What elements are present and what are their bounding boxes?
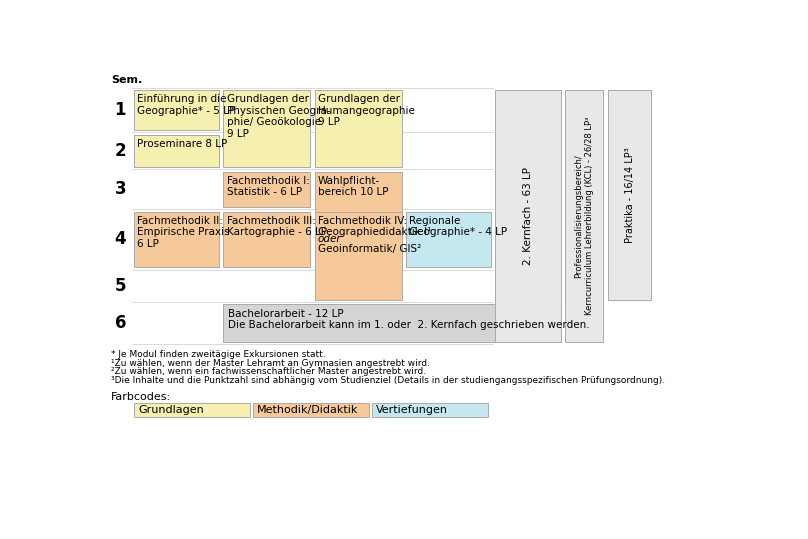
Bar — [495, 90, 561, 342]
Bar — [608, 90, 651, 300]
Bar — [134, 135, 219, 167]
Text: oder: oder — [318, 234, 342, 244]
Text: Regionale
Geographie* - 4 LP: Regionale Geographie* - 4 LP — [410, 216, 507, 237]
Text: Proseminare 8 LP: Proseminare 8 LP — [137, 139, 228, 149]
Text: Fachmethodik II:
Empirische Praxis
6 LP: Fachmethodik II: Empirische Praxis 6 LP — [137, 216, 230, 249]
Text: 5: 5 — [115, 277, 126, 295]
Text: Fachmethodik III:
Kartographie - 6 LP: Fachmethodik III: Kartographie - 6 LP — [226, 216, 326, 237]
Bar — [372, 403, 488, 417]
Text: Methodik/Didaktik: Methodik/Didaktik — [257, 405, 359, 414]
Text: Praktika - 16/14 LP³: Praktika - 16/14 LP³ — [625, 147, 634, 243]
Bar — [224, 90, 310, 167]
Text: Bachelorarbeit - 12 LP: Bachelorarbeit - 12 LP — [228, 309, 343, 319]
Text: Grundlagen: Grundlagen — [138, 405, 204, 414]
Text: Farbcodes:: Farbcodes: — [111, 392, 171, 402]
Text: Sem.: Sem. — [111, 75, 142, 85]
Text: 1: 1 — [115, 101, 126, 119]
Text: Grundlagen der
Physischen Geogra-
phie/ Geoökologie
9 LP: Grundlagen der Physischen Geogra- phie/ … — [226, 94, 330, 139]
Text: 3: 3 — [115, 181, 126, 198]
Bar — [224, 304, 561, 342]
Text: Wahlpflicht-
bereich 10 LP: Wahlpflicht- bereich 10 LP — [318, 176, 389, 197]
Bar — [224, 212, 310, 267]
Bar — [253, 403, 369, 417]
Text: Professionalisierungsbereich/
Kerncurriculum Lehrerbildung (KCL) - 26/28 LP³: Professionalisierungsbereich/ Kerncurric… — [574, 117, 594, 315]
Bar — [134, 212, 219, 267]
Text: 4: 4 — [115, 231, 126, 248]
Text: ¹Zu wählen, wenn der Master Lehramt an Gymnasien angestrebt wird.: ¹Zu wählen, wenn der Master Lehramt an G… — [111, 359, 430, 368]
Text: 2. Kernfach - 63 LP: 2. Kernfach - 63 LP — [523, 167, 533, 265]
Bar — [134, 90, 219, 130]
Text: Vertiefungen: Vertiefungen — [376, 405, 448, 414]
Bar — [315, 90, 402, 167]
Text: 6: 6 — [115, 314, 126, 332]
Text: Einführung in die
Geographie* - 5 LP: Einführung in die Geographie* - 5 LP — [137, 94, 236, 115]
Text: ²Zu wählen, wenn ein fachwissenschaftlicher Master angestrebt wird.: ²Zu wählen, wenn ein fachwissenschaftlic… — [111, 367, 426, 376]
Text: Grundlagen der
Humangeographie
9 LP: Grundlagen der Humangeographie 9 LP — [318, 94, 415, 127]
Bar — [406, 212, 490, 267]
Text: * Je Modul finden zweitägige Exkursionen statt.: * Je Modul finden zweitägige Exkursionen… — [111, 350, 326, 360]
Text: Fachmethodik I:
Statistik - 6 LP: Fachmethodik I: Statistik - 6 LP — [226, 176, 309, 197]
Text: Die Bachelorarbeit kann im 1. oder  2. Kernfach geschrieben werden.: Die Bachelorarbeit kann im 1. oder 2. Ke… — [228, 320, 590, 329]
Bar — [315, 172, 402, 267]
Text: 2: 2 — [115, 142, 126, 160]
Text: Fachmethodik IV:
Geographiedidaktik I¹: Fachmethodik IV: Geographiedidaktik I¹ — [318, 216, 431, 237]
Bar — [566, 90, 604, 342]
Bar — [134, 403, 250, 417]
Text: Geoinformatik/ GIS²: Geoinformatik/ GIS² — [318, 244, 421, 254]
Bar — [315, 212, 402, 300]
Text: ³Die Inhalte und die Punktzahl sind abhängig vom Studienziel (Details in der stu: ³Die Inhalte und die Punktzahl sind abhä… — [111, 376, 665, 385]
Bar — [224, 172, 310, 207]
